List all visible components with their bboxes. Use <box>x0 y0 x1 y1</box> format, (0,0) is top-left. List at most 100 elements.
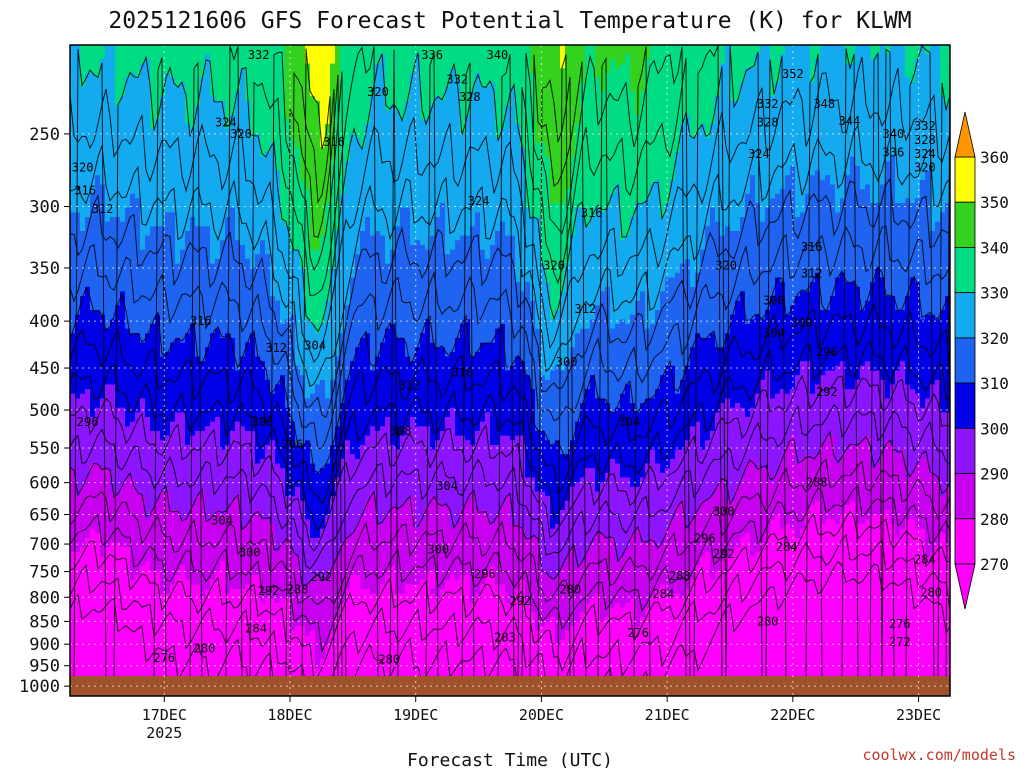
contour-label: 280 <box>559 583 581 597</box>
contour-label: 328 <box>914 133 936 147</box>
contour-label: 292 <box>816 385 838 399</box>
contour-label: 292 <box>713 547 735 561</box>
isentrope-302 <box>70 340 950 532</box>
colorbar-label: 310 <box>980 374 1009 393</box>
colorbar-label: 320 <box>980 329 1009 348</box>
isentrope-294 <box>70 404 950 570</box>
contour-label: 344 <box>839 114 861 128</box>
isentrope-282 <box>70 485 950 654</box>
x-tick-label: 22DEC <box>770 706 815 724</box>
contour-label: 300 <box>556 355 578 369</box>
contour-label: 280 <box>920 585 942 599</box>
contour-label: 320 <box>715 259 737 273</box>
colorbar-label: 330 <box>980 284 1009 303</box>
isentrope-314 <box>70 225 950 450</box>
contour-label: 332 <box>757 97 779 111</box>
contour-label: 328 <box>757 116 779 130</box>
colorbar-segment <box>954 292 976 339</box>
contour-label: 276 <box>889 617 911 631</box>
x-tick-label: 20DEC <box>519 706 564 724</box>
y-tick-label: 450 <box>29 359 60 379</box>
contour-label: 288 <box>287 583 309 597</box>
contour-label: 304 <box>304 338 326 352</box>
y-tick-label: 700 <box>29 535 60 555</box>
isentrope-278 <box>70 510 950 684</box>
contour-label: 300 <box>713 505 735 519</box>
contour-label: 320 <box>72 161 94 175</box>
contour-label: 284 <box>653 587 675 601</box>
contour-label: 336 <box>883 146 905 160</box>
colorbar-segment <box>954 156 976 203</box>
contour-label: 308 <box>763 294 785 308</box>
contour-label: 280 <box>757 614 779 628</box>
colorbar-segment <box>954 518 976 565</box>
contour-label: 300 <box>239 546 261 560</box>
contour-label: 340 <box>487 48 509 62</box>
contour-label: 292 <box>311 570 333 584</box>
contour-label: 332 <box>446 72 468 86</box>
contour-label: 316 <box>801 240 823 254</box>
contour-label: 292 <box>258 584 280 598</box>
isentrope-274 <box>70 533 950 687</box>
colorbar-segment <box>954 201 976 248</box>
isentrope-286 <box>70 458 950 605</box>
colorbar-label: 280 <box>980 510 1009 529</box>
contour-label: 300 <box>791 316 813 330</box>
contour-label: 320 <box>914 161 936 175</box>
x-axis-title: Forecast Time (UTC) <box>407 750 613 768</box>
isentrope-290 <box>70 430 950 587</box>
contour-label: 308 <box>251 415 273 429</box>
contour-label: 284 <box>776 540 798 554</box>
contour-label: 324 <box>748 147 770 161</box>
colorbar-label: 270 <box>980 555 1009 574</box>
x-tick-label: 19DEC <box>393 706 438 724</box>
contour-label: 296 <box>816 345 838 359</box>
y-tick-label: 850 <box>29 612 60 632</box>
x-tick-year: 2025 <box>146 724 182 742</box>
contour-label: 316 <box>323 135 345 149</box>
colorbar-segment <box>954 247 976 294</box>
contour-label: 316 <box>581 206 603 220</box>
isentrope-306 <box>70 303 950 505</box>
isentrope-322 <box>70 123 950 388</box>
contour-label: 324 <box>215 116 237 130</box>
y-tick-label: 950 <box>29 657 60 677</box>
contour-label: 340 <box>883 127 905 141</box>
contour-label: 312 <box>575 302 597 316</box>
contour-label: 288 <box>806 476 828 490</box>
isentrope-326 <box>70 56 950 364</box>
contour-label: 336 <box>421 48 443 62</box>
contour-label: 316 <box>451 366 473 380</box>
colorbar-segment <box>954 382 976 429</box>
y-tick-label: 400 <box>29 312 60 332</box>
contour-label: 296 <box>694 531 716 545</box>
contour-label: 312 <box>977 172 999 186</box>
chart-title: 2025121606 GFS Forecast Potential Temper… <box>108 8 911 34</box>
colorbar-label: 290 <box>980 465 1009 484</box>
contour-label: 276 <box>153 651 175 665</box>
contour-label: 296 <box>77 415 99 429</box>
contour-label: 316 <box>190 314 212 328</box>
contour-label: 280 <box>194 642 216 656</box>
contour-label: 320 <box>367 85 389 99</box>
contour-label: 284 <box>245 621 267 635</box>
x-tick-label: 23DEC <box>896 706 941 724</box>
colorbar: 360 350 340 330 320 310 300 290 280 270 <box>954 111 1009 610</box>
colorbar-segment <box>954 337 976 384</box>
contour-label: 312 <box>265 341 287 355</box>
colorbar-arrow-high <box>954 111 976 158</box>
contour-label: 296 <box>282 437 304 451</box>
y-tick-label: 350 <box>29 259 60 279</box>
y-tick-label: 550 <box>29 439 60 459</box>
y-tick-label: 900 <box>29 635 60 655</box>
contour-label: 332 <box>248 48 270 62</box>
contour-label: 324 <box>914 147 936 161</box>
contour-label: 308 <box>390 424 412 438</box>
x-tick-label: 18DEC <box>267 706 312 724</box>
contour-label: 304 <box>436 479 458 493</box>
isentrope-318 <box>70 177 950 418</box>
contour-label: 292 <box>509 594 531 608</box>
colorbar-segment <box>954 473 976 520</box>
